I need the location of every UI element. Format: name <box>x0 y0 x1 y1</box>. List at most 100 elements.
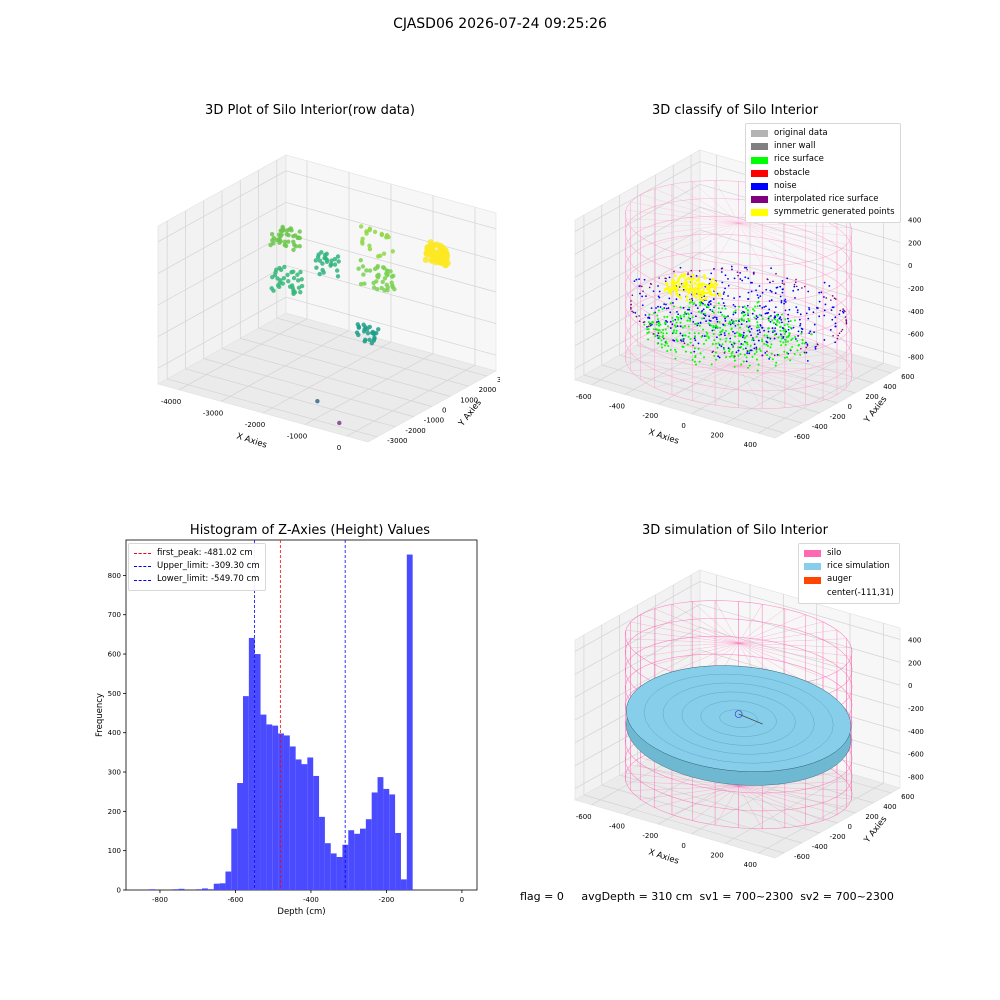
classified-point <box>703 274 706 277</box>
classified-point <box>665 319 667 322</box>
classified-point <box>744 347 747 350</box>
classified-point <box>766 336 769 339</box>
silo-spoke <box>738 785 852 791</box>
y-tick-label: 800 <box>108 572 121 580</box>
panel-histogram: Histogram of Z-Axies (Height) Values -80… <box>80 520 500 920</box>
data-point <box>385 273 390 278</box>
classified-point <box>774 292 777 294</box>
grid-line <box>285 233 497 293</box>
data-point <box>422 256 430 263</box>
y-tick-label: 0 <box>848 403 852 411</box>
classified-point <box>782 341 785 344</box>
classified-point <box>737 346 740 349</box>
classified-point <box>788 332 791 335</box>
data-point <box>298 290 303 295</box>
classified-point <box>683 325 686 328</box>
classified-point <box>666 286 670 290</box>
classified-point <box>634 311 637 314</box>
histogram-bar <box>330 853 337 890</box>
classified-point <box>714 351 717 354</box>
grid-line <box>240 338 451 397</box>
classified-point <box>698 324 701 327</box>
silo-spoke <box>714 223 739 263</box>
classified-point <box>799 353 802 356</box>
classified-point <box>678 275 682 279</box>
data-point <box>379 232 385 238</box>
legend-label: inner wall <box>774 141 816 152</box>
classified-point <box>675 315 678 318</box>
classified-point <box>702 328 705 331</box>
classified-point <box>787 313 790 316</box>
status-footer: flag = 0 avgDepth = 310 cm sv1 = 700~230… <box>520 890 894 903</box>
classified-point <box>764 312 767 315</box>
classified-point <box>775 324 778 327</box>
classified-point <box>686 319 689 322</box>
panel-title-classify: 3D classify of Silo Interior <box>651 103 819 118</box>
classified-point <box>716 292 719 295</box>
classified-point <box>756 369 759 372</box>
classified-point <box>646 325 648 328</box>
z-tick-label: 400 <box>908 636 921 644</box>
classified-point <box>689 286 693 290</box>
silo-spoke <box>692 365 739 401</box>
classified-point <box>769 281 771 284</box>
classified-point <box>698 360 701 363</box>
classified-point <box>763 334 766 337</box>
legend-entry: noise <box>751 180 895 193</box>
classified-point <box>781 280 784 282</box>
silo-spoke <box>738 223 852 237</box>
legend-label: original data <box>774 128 828 138</box>
legend-swatch <box>751 156 768 164</box>
histogram-bar <box>207 889 214 890</box>
classified-point <box>722 302 725 304</box>
data-point <box>376 327 381 332</box>
classified-point <box>719 326 722 329</box>
classified-point <box>714 286 717 289</box>
classified-point <box>777 354 780 357</box>
y-tick-label: -600 <box>794 853 810 861</box>
classified-point <box>753 309 756 312</box>
silo-spoke <box>692 223 739 258</box>
classified-point <box>683 313 686 316</box>
classified-point <box>745 360 748 363</box>
silo-spoke <box>654 608 739 644</box>
silo-spoke <box>738 337 806 367</box>
classified-point <box>688 332 691 335</box>
classified-point <box>759 323 762 326</box>
data-point <box>364 268 369 273</box>
classified-point <box>689 317 692 320</box>
data-point <box>364 231 369 236</box>
histogram-bar <box>377 777 384 890</box>
histogram-bar <box>202 888 208 890</box>
classified-point <box>738 295 741 298</box>
classified-point <box>666 325 669 328</box>
classified-point <box>650 307 653 310</box>
silo-spoke <box>714 785 739 826</box>
y-tick-label: -400 <box>812 423 828 431</box>
classified-point <box>831 318 834 321</box>
silo-spoke <box>738 223 806 263</box>
classified-point <box>799 324 801 327</box>
classified-point <box>690 282 694 286</box>
classified-point <box>665 342 668 345</box>
y-tick-label: 400 <box>883 803 896 811</box>
grid-line <box>637 764 838 824</box>
classified-point <box>737 323 740 326</box>
classified-point <box>673 270 675 273</box>
data-point <box>375 265 380 270</box>
classified-point <box>740 345 743 348</box>
classified-point <box>677 318 680 321</box>
classified-point <box>694 355 697 358</box>
classified-point <box>844 310 846 313</box>
silo-spoke <box>625 218 739 224</box>
data-point <box>363 337 368 342</box>
classified-point <box>672 330 675 333</box>
classified-point <box>667 344 670 347</box>
classified-point <box>705 339 708 342</box>
silo-spoke <box>714 180 739 224</box>
classified-point <box>646 332 649 335</box>
x-axis-label: X Axies <box>647 427 680 446</box>
classified-point <box>766 334 769 337</box>
classified-point <box>779 325 782 328</box>
classified-point <box>734 305 737 308</box>
